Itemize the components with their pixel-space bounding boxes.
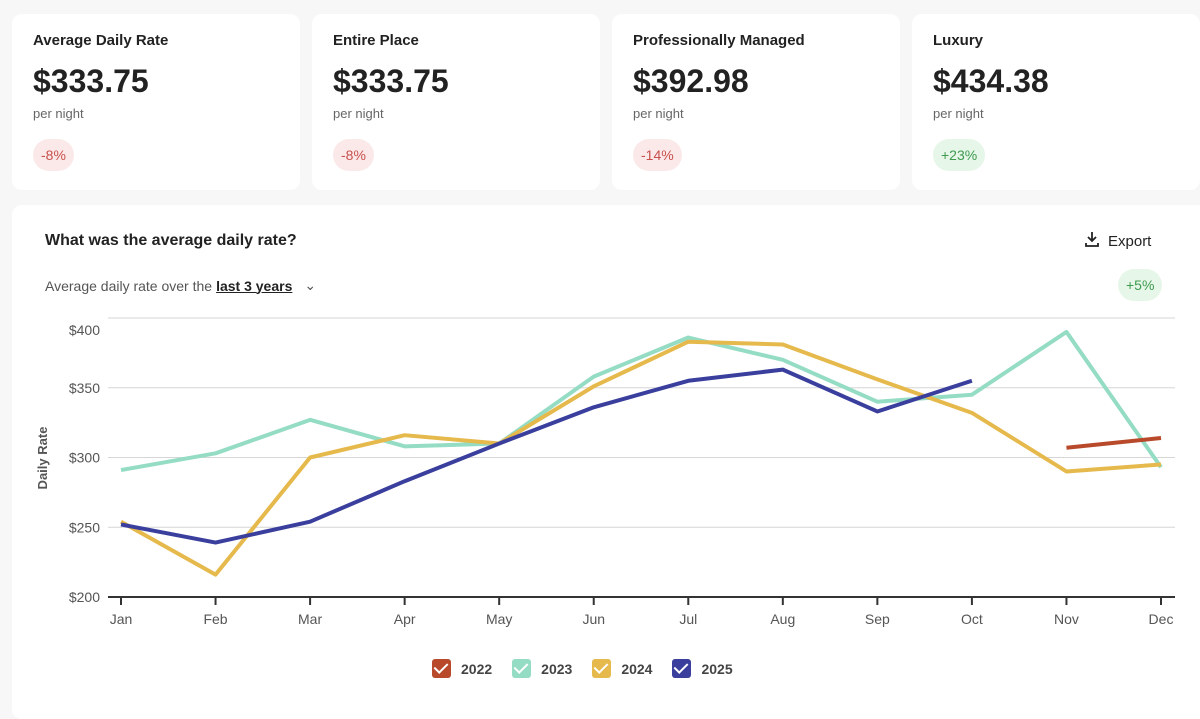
x-tick-label: Sep	[865, 611, 890, 627]
metric-card: Professionally Managed $392.98 per night…	[612, 14, 900, 190]
legend-item-2023[interactable]: 2023	[512, 659, 572, 678]
y-tick-label: $300	[69, 450, 100, 466]
period-change-badge: +5%	[1118, 269, 1163, 301]
series-line-2022	[1066, 435, 1162, 450]
change-badge: -8%	[33, 139, 74, 171]
x-tick-label: Apr	[394, 611, 416, 627]
y-axis-label: Daily Rate	[35, 427, 50, 490]
x-tick-label: Oct	[961, 611, 983, 627]
chart-legend: 2022 2023 2024 2025	[432, 659, 733, 678]
x-tick-label: Jul	[679, 611, 697, 627]
legend-label: 2023	[541, 660, 573, 677]
checkbox-icon[interactable]	[592, 659, 612, 678]
metric-value: $392.98	[633, 63, 749, 99]
chart-title: What was the average daily rate?	[45, 232, 297, 249]
metric-value: $434.38	[933, 63, 1049, 99]
metric-value: $333.75	[333, 63, 449, 99]
change-badge: -8%	[333, 139, 374, 171]
metric-title: Professionally Managed	[633, 32, 805, 49]
checkbox-icon[interactable]	[432, 659, 451, 678]
legend-item-2025[interactable]: 2025	[672, 659, 733, 678]
y-tick-label: $400	[69, 322, 100, 338]
metric-unit: per night	[33, 106, 84, 121]
checkbox-icon[interactable]	[672, 659, 692, 678]
metric-unit: per night	[633, 106, 684, 121]
change-badge: -14%	[633, 139, 682, 171]
export-label: Export	[1108, 232, 1152, 250]
chart-panel: What was the average daily rate? Export …	[12, 205, 1200, 719]
x-tick-label: Feb	[203, 611, 227, 627]
period-dropdown[interactable]: last 3 years	[216, 277, 293, 294]
metric-card: Luxury $434.38 per night +23%	[912, 14, 1200, 190]
series-line-2024	[120, 339, 1162, 577]
series-line-2025	[120, 367, 973, 545]
x-tick-label: Jun	[582, 611, 605, 627]
chevron-down-icon: ⌄	[304, 277, 317, 293]
x-tick-label: Nov	[1054, 611, 1079, 627]
legend-item-2022[interactable]: 2022	[432, 659, 492, 678]
legend-item-2024[interactable]: 2024	[592, 659, 652, 678]
y-tick-label: $200	[69, 589, 100, 605]
metric-card: Entire Place $333.75 per night -8%	[312, 14, 600, 190]
metric-card: Average Daily Rate $333.75 per night -8%	[12, 14, 300, 190]
metric-unit: per night	[333, 106, 384, 121]
legend-label: 2025	[701, 660, 733, 677]
metric-title: Luxury	[933, 32, 984, 49]
y-tick-label: $250	[69, 519, 100, 535]
x-tick-label: Jan	[110, 611, 133, 627]
x-tick-label: Dec	[1149, 611, 1174, 627]
download-icon	[1084, 231, 1100, 251]
metric-title: Average Daily Rate	[33, 32, 169, 49]
legend-label: 2022	[461, 660, 493, 677]
metric-title: Entire Place	[333, 32, 419, 49]
legend-label: 2024	[621, 660, 653, 677]
checkbox-icon[interactable]	[512, 659, 532, 678]
x-tick-label: Aug	[770, 611, 795, 627]
y-tick-label: $350	[69, 380, 100, 396]
change-badge: +23%	[933, 139, 986, 171]
x-tick-label: Mar	[298, 611, 322, 627]
export-button[interactable]: Export	[1084, 231, 1151, 251]
period-selector[interactable]: Average daily rate over the last 3 years…	[45, 277, 316, 294]
x-tick-label: May	[486, 611, 512, 627]
series-line-2023	[120, 329, 1163, 473]
metric-unit: per night	[933, 106, 984, 121]
subtitle-prefix: Average daily rate over the	[45, 277, 213, 294]
metric-value: $333.75	[33, 63, 149, 99]
